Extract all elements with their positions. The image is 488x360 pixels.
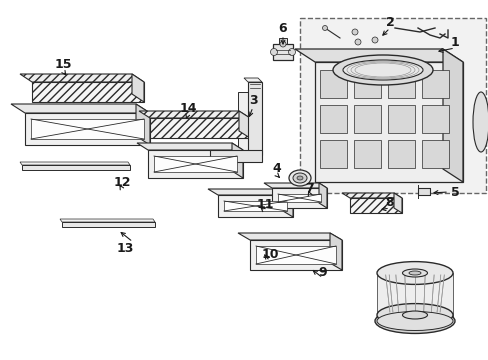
Polygon shape — [238, 92, 251, 150]
Polygon shape — [256, 246, 335, 264]
Bar — [319, 140, 346, 168]
Polygon shape — [25, 113, 150, 145]
Polygon shape — [239, 111, 249, 138]
Polygon shape — [31, 119, 143, 139]
Polygon shape — [249, 240, 341, 270]
Polygon shape — [11, 104, 150, 113]
Ellipse shape — [376, 303, 452, 327]
Ellipse shape — [376, 262, 452, 284]
Polygon shape — [209, 150, 262, 162]
Bar — [387, 105, 414, 133]
Ellipse shape — [292, 173, 306, 183]
Polygon shape — [148, 150, 243, 178]
Polygon shape — [247, 82, 262, 155]
Polygon shape — [417, 188, 429, 195]
Polygon shape — [132, 74, 143, 102]
Ellipse shape — [342, 60, 422, 80]
Text: 8: 8 — [385, 195, 393, 208]
Bar — [353, 140, 380, 168]
Ellipse shape — [296, 176, 303, 180]
Bar — [272, 44, 292, 60]
Text: 10: 10 — [261, 248, 278, 261]
Ellipse shape — [472, 92, 488, 152]
Bar — [387, 70, 414, 98]
Text: 1: 1 — [450, 36, 458, 49]
Polygon shape — [20, 162, 130, 165]
Polygon shape — [32, 82, 143, 102]
Circle shape — [354, 39, 360, 45]
Polygon shape — [224, 201, 286, 211]
Polygon shape — [238, 233, 341, 240]
Polygon shape — [231, 143, 243, 178]
Polygon shape — [294, 49, 462, 62]
Bar — [353, 105, 380, 133]
Circle shape — [288, 49, 295, 55]
Polygon shape — [264, 183, 326, 188]
Polygon shape — [137, 143, 243, 150]
Polygon shape — [60, 219, 155, 222]
Circle shape — [270, 49, 277, 55]
Polygon shape — [139, 111, 249, 118]
Ellipse shape — [402, 269, 427, 277]
Ellipse shape — [332, 55, 432, 85]
Ellipse shape — [408, 271, 420, 275]
Polygon shape — [271, 188, 326, 208]
Polygon shape — [20, 74, 143, 82]
Ellipse shape — [402, 311, 427, 319]
Polygon shape — [150, 118, 249, 138]
Polygon shape — [62, 222, 155, 227]
Circle shape — [280, 41, 285, 47]
Polygon shape — [278, 194, 320, 202]
Polygon shape — [244, 78, 262, 82]
Circle shape — [322, 26, 327, 31]
Polygon shape — [154, 156, 237, 172]
Bar — [353, 70, 380, 98]
Circle shape — [371, 37, 377, 43]
Ellipse shape — [374, 309, 454, 333]
Polygon shape — [349, 198, 401, 213]
Bar — [421, 105, 448, 133]
Bar — [279, 38, 286, 44]
Text: 3: 3 — [248, 94, 257, 107]
Polygon shape — [318, 183, 326, 208]
Bar — [319, 105, 346, 133]
Bar — [421, 140, 448, 168]
Text: 13: 13 — [116, 242, 133, 255]
Text: 2: 2 — [385, 15, 393, 28]
Bar — [319, 70, 346, 98]
Bar — [299, 18, 485, 193]
Text: 15: 15 — [54, 58, 72, 72]
Text: 7: 7 — [305, 181, 314, 194]
Polygon shape — [207, 189, 292, 195]
Bar — [376, 273, 452, 318]
Text: 14: 14 — [179, 102, 196, 114]
Circle shape — [351, 29, 357, 35]
Polygon shape — [393, 193, 401, 213]
Text: 4: 4 — [272, 162, 281, 175]
Text: 6: 6 — [278, 22, 287, 35]
Text: 5: 5 — [450, 185, 458, 198]
Polygon shape — [283, 189, 292, 217]
Bar — [387, 140, 414, 168]
Polygon shape — [136, 104, 150, 145]
Polygon shape — [329, 233, 341, 270]
Polygon shape — [22, 165, 130, 170]
Text: 11: 11 — [256, 198, 273, 211]
Ellipse shape — [288, 170, 310, 186]
Ellipse shape — [376, 311, 452, 330]
Bar — [421, 70, 448, 98]
Text: 9: 9 — [318, 266, 326, 279]
Polygon shape — [341, 193, 401, 198]
Polygon shape — [218, 195, 292, 217]
Polygon shape — [314, 62, 462, 182]
Text: 12: 12 — [113, 176, 130, 189]
Polygon shape — [442, 49, 462, 182]
